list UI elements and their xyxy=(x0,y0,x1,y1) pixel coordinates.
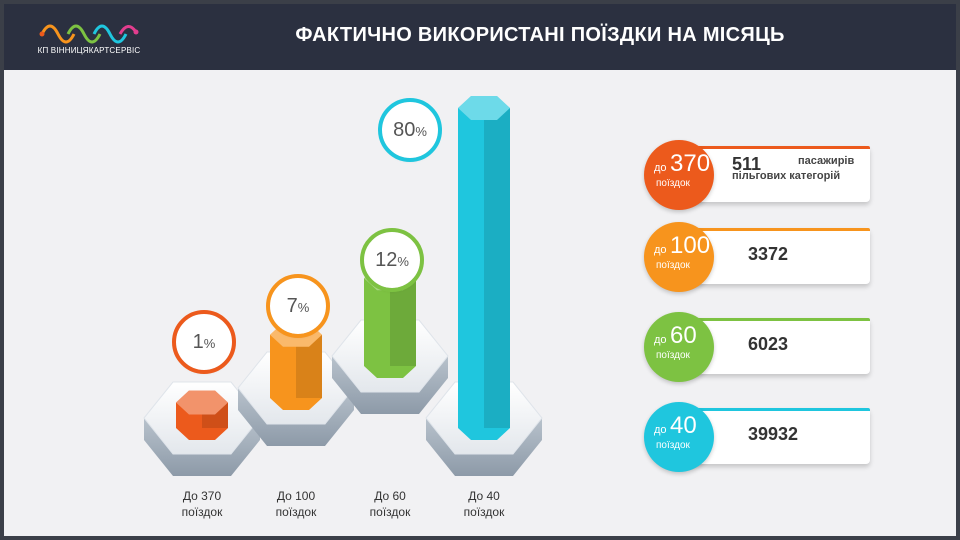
legend-accent xyxy=(674,408,870,411)
infographic-frame: КП ВІННИЦЯКАРТСЕРВІС ФАКТИЧНО ВИКОРИСТАН… xyxy=(4,4,956,536)
percent-ring xyxy=(266,274,330,338)
percent-ring xyxy=(378,98,442,162)
percent-label: 1% xyxy=(172,310,236,374)
logo-wave-icon xyxy=(39,24,139,44)
legend-row-370: до 370 поїздок 511 пасажирів пільгових к… xyxy=(644,140,870,210)
bar-cap-highlight xyxy=(458,96,510,120)
legend-unit: поїздок xyxy=(656,178,690,189)
legend-value: 39932 xyxy=(748,424,799,444)
platform-side xyxy=(332,356,448,414)
category-label: До 370 поїздок xyxy=(181,489,223,519)
category-label: До 60 поїздок xyxy=(369,489,411,519)
percent-value: 7% xyxy=(286,294,310,317)
bar-shade xyxy=(390,278,416,366)
legend-value: 3372 xyxy=(748,244,789,264)
platform-side xyxy=(144,418,260,476)
legend-circle: до 60 поїздок xyxy=(644,312,714,382)
legend-accent xyxy=(674,228,870,231)
bar-4 xyxy=(458,96,510,440)
legend-accent xyxy=(674,146,870,149)
legend-number: 40 xyxy=(670,412,697,439)
bar-bottom xyxy=(458,428,510,440)
logo: КП ВІННИЦЯКАРТСЕРВІС xyxy=(34,16,144,60)
bar-shade xyxy=(484,108,510,428)
legend-unit: поїздок xyxy=(656,350,690,361)
logo-text: КП ВІННИЦЯКАРТСЕРВІС xyxy=(37,46,141,55)
legend-accent xyxy=(674,318,870,321)
legend-value: 511 xyxy=(732,154,762,174)
legend-prefix: до xyxy=(654,334,667,346)
percent-value: 12% xyxy=(375,248,409,271)
page-title: ФАКТИЧНО ВИКОРИСТАНІ ПОЇЗДКИ НА МІСЯЦЬ xyxy=(295,24,785,46)
legend-circle: до 370 поїздок xyxy=(644,140,714,210)
legend-number: 60 xyxy=(670,322,697,349)
platform-side xyxy=(238,388,354,446)
bar-cap-highlight xyxy=(176,390,228,415)
legend-number: 370 xyxy=(670,150,711,177)
bar-bottom xyxy=(364,366,416,378)
header-bar: КП ВІННИЦЯКАРТСЕРВІС ФАКТИЧНО ВИКОРИСТАН… xyxy=(4,4,956,70)
legend-row-40: до 40 поїздок 39932 xyxy=(644,402,870,472)
percent-symbol: % xyxy=(397,253,409,269)
legend-prefix: до xyxy=(654,244,667,256)
percent-ring xyxy=(360,228,424,292)
legend-circle: до 40 поїздок xyxy=(644,402,714,472)
legend-note: пасажирів xyxy=(798,155,855,167)
category-label: До 40 поїздок xyxy=(463,489,505,519)
percent-value: 80% xyxy=(393,118,427,141)
percent-symbol: % xyxy=(203,335,216,351)
bar-cap xyxy=(458,96,510,120)
platform-side xyxy=(426,418,542,476)
legend-row-100: до 100 поїздок 3372 xyxy=(644,222,870,292)
legend-circle: до 100 поїздок xyxy=(644,222,714,292)
legend-prefix: до xyxy=(654,424,667,436)
bar-bottom xyxy=(270,398,322,410)
percent-symbol: % xyxy=(297,299,310,315)
percent-label: 7% xyxy=(266,274,330,338)
percent-ring xyxy=(172,310,236,374)
legend-unit: поїздок xyxy=(656,440,690,451)
bar-cap xyxy=(176,390,228,415)
legend-number: 100 xyxy=(670,232,711,259)
bar-front xyxy=(364,278,416,366)
chart-area xyxy=(143,96,543,476)
category-label: До 100 поїздок xyxy=(275,489,317,519)
percent-symbol: % xyxy=(415,123,427,139)
bar-bottom xyxy=(176,428,228,440)
percent-value: 1% xyxy=(192,330,216,353)
legend-value: 6023 xyxy=(748,334,789,354)
legend-row-60: до 60 поїздок 6023 xyxy=(644,312,870,382)
legend-note: пільгових категорій xyxy=(732,170,841,182)
legend-prefix: до xyxy=(654,162,667,174)
bar-front xyxy=(458,108,510,428)
bar-1 xyxy=(176,390,228,440)
percent-label: 12% xyxy=(360,228,424,292)
percent-label: 80% xyxy=(378,98,442,162)
legend-unit: поїздок xyxy=(656,260,690,271)
